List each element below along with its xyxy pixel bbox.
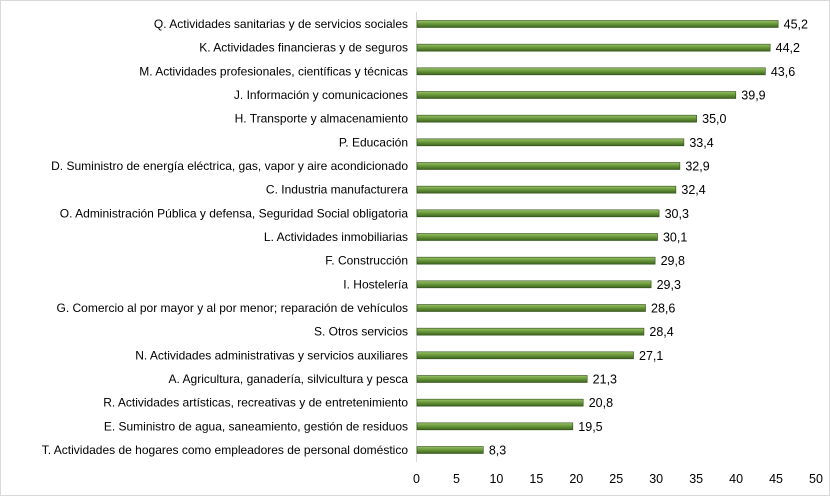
data-label: 28,6	[651, 302, 675, 316]
x-tick-label: 40	[729, 472, 743, 486]
data-label: 30,3	[665, 207, 689, 221]
data-label: 20,8	[589, 396, 613, 410]
data-label: 43,6	[771, 65, 795, 79]
category-label: S. Otros servicios	[314, 325, 408, 339]
data-label: 39,9	[741, 89, 765, 103]
bar	[416, 138, 685, 147]
bar	[416, 114, 697, 123]
category-label: O. Administración Pública y defensa, Seg…	[60, 206, 409, 220]
category-label: K. Actividades financieras y de seguros	[199, 41, 408, 55]
category-label: J. Información y comunicaciones	[234, 88, 408, 102]
category-label: Q. Actividades sanitarias y de servicios…	[154, 17, 408, 31]
data-label: 29,3	[657, 278, 681, 292]
x-tick-label: 30	[649, 472, 663, 486]
category-label: L. Actividades inmobiliarias	[264, 230, 408, 244]
bar	[416, 375, 588, 383]
bar	[416, 185, 677, 194]
category-label: A. Agricultura, ganadería, silvicultura …	[169, 372, 409, 386]
data-label: 28,4	[649, 325, 673, 339]
x-tick-label: 0	[413, 472, 420, 486]
bar	[416, 280, 652, 289]
x-tick-label: 35	[689, 472, 703, 486]
data-label: 33,4	[689, 136, 713, 150]
category-label: N. Actividades administrativas y servici…	[135, 348, 408, 362]
category-label: H. Transporte y almacenamiento	[235, 112, 409, 126]
data-label: 45,2	[784, 18, 808, 32]
x-tick-label: 20	[569, 472, 583, 486]
data-label: 32,9	[685, 160, 709, 174]
bar	[416, 91, 737, 99]
bar	[416, 327, 645, 336]
bar	[416, 67, 766, 76]
category-label: M. Actividades profesionales, científica…	[139, 64, 408, 78]
bar	[416, 162, 681, 170]
category-label: E. Suministro de agua, saneamiento, gest…	[104, 419, 408, 433]
category-label: I. Hostelería	[343, 277, 408, 291]
x-tick-label: 25	[609, 472, 623, 486]
data-label: 19,5	[578, 420, 602, 434]
bar	[416, 43, 771, 52]
bar	[416, 304, 646, 312]
data-label: 32,4	[681, 183, 705, 197]
data-label: 27,1	[639, 349, 663, 363]
data-label: 8,3	[489, 444, 506, 458]
category-label: D. Suministro de energía eléctrica, gas,…	[51, 159, 408, 173]
category-label: C. Industria manufacturera	[266, 183, 408, 197]
bar	[416, 20, 779, 28]
category-label: F. Construcción	[325, 254, 408, 268]
bar	[416, 233, 658, 241]
bar	[416, 256, 656, 265]
x-tick-label: 45	[769, 472, 783, 486]
category-label: R. Actividades artísticas, recreativas y…	[103, 396, 408, 410]
data-label: 35,0	[702, 112, 726, 126]
bar	[416, 209, 660, 218]
data-label: 30,1	[663, 231, 687, 245]
data-label: 29,8	[661, 254, 685, 268]
x-tick-label: 10	[489, 472, 503, 486]
x-tick-label: 50	[809, 472, 823, 486]
bar	[416, 422, 574, 431]
bar	[416, 351, 634, 360]
x-tick-label: 5	[453, 472, 460, 486]
bar	[416, 398, 584, 407]
category-label: G. Comercio al por mayor y al por menor;…	[57, 301, 409, 315]
category-label: P. Educación	[339, 135, 408, 149]
bar	[416, 446, 484, 454]
data-label: 21,3	[593, 373, 617, 387]
data-label: 44,2	[776, 41, 800, 55]
category-label: T. Actividades de hogares como empleador…	[42, 443, 409, 457]
x-tick-label: 15	[529, 472, 543, 486]
